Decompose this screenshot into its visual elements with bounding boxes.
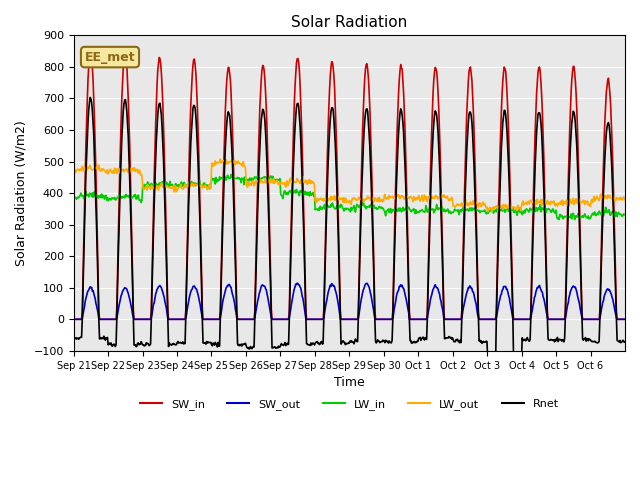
LW_in — [70, 194, 77, 200]
Rnet — [264, 184, 271, 190]
Text: EE_met: EE_met — [84, 50, 135, 63]
Rnet — [237, 342, 244, 348]
Rnet — [438, 232, 445, 238]
LW_out — [621, 197, 629, 203]
LW_out — [134, 170, 142, 176]
Rnet — [491, 360, 499, 365]
SW_in — [438, 210, 445, 216]
X-axis label: Time: Time — [334, 376, 365, 389]
SW_in — [264, 153, 271, 159]
Legend: SW_in, SW_out, LW_in, LW_out, Rnet: SW_in, SW_out, LW_in, LW_out, Rnet — [136, 395, 563, 415]
SW_out — [236, 316, 244, 322]
SW_out — [284, 316, 292, 322]
LW_in — [438, 204, 445, 209]
LW_in — [264, 177, 271, 182]
LW_out — [438, 192, 445, 198]
LW_in — [134, 192, 142, 198]
Rnet — [70, 335, 77, 341]
LW_in — [621, 212, 629, 218]
Line: SW_out: SW_out — [74, 283, 625, 319]
SW_out — [621, 316, 629, 322]
Line: LW_in: LW_in — [74, 174, 625, 220]
Rnet — [621, 339, 629, 345]
SW_in — [285, 316, 292, 322]
SW_out — [70, 316, 77, 322]
Line: LW_out: LW_out — [74, 159, 625, 212]
Y-axis label: Solar Radiation (W/m2): Solar Radiation (W/m2) — [15, 120, 28, 266]
Rnet — [86, 95, 94, 100]
Line: Rnet: Rnet — [74, 97, 625, 362]
LW_out — [70, 168, 77, 173]
LW_in — [227, 171, 235, 177]
LW_out — [407, 194, 415, 200]
LW_out — [484, 209, 492, 215]
Rnet — [285, 341, 292, 347]
LW_out — [216, 156, 224, 162]
LW_in — [237, 176, 244, 182]
SW_in — [87, 49, 95, 55]
SW_out — [438, 303, 445, 309]
LW_out — [285, 180, 292, 186]
LW_out — [237, 161, 244, 167]
SW_in — [407, 316, 415, 322]
SW_out — [407, 316, 415, 322]
SW_in — [621, 316, 629, 322]
SW_in — [135, 316, 143, 322]
SW_in — [70, 316, 77, 322]
Rnet — [407, 337, 415, 343]
SW_in — [237, 316, 244, 322]
SW_out — [134, 316, 142, 322]
LW_out — [264, 176, 271, 182]
Title: Solar Radiation: Solar Radiation — [291, 15, 408, 30]
LW_in — [555, 217, 563, 223]
Line: SW_in: SW_in — [74, 52, 625, 319]
Rnet — [135, 342, 143, 348]
SW_out — [263, 291, 271, 297]
LW_in — [407, 209, 415, 215]
SW_out — [293, 280, 301, 286]
LW_in — [285, 190, 292, 195]
